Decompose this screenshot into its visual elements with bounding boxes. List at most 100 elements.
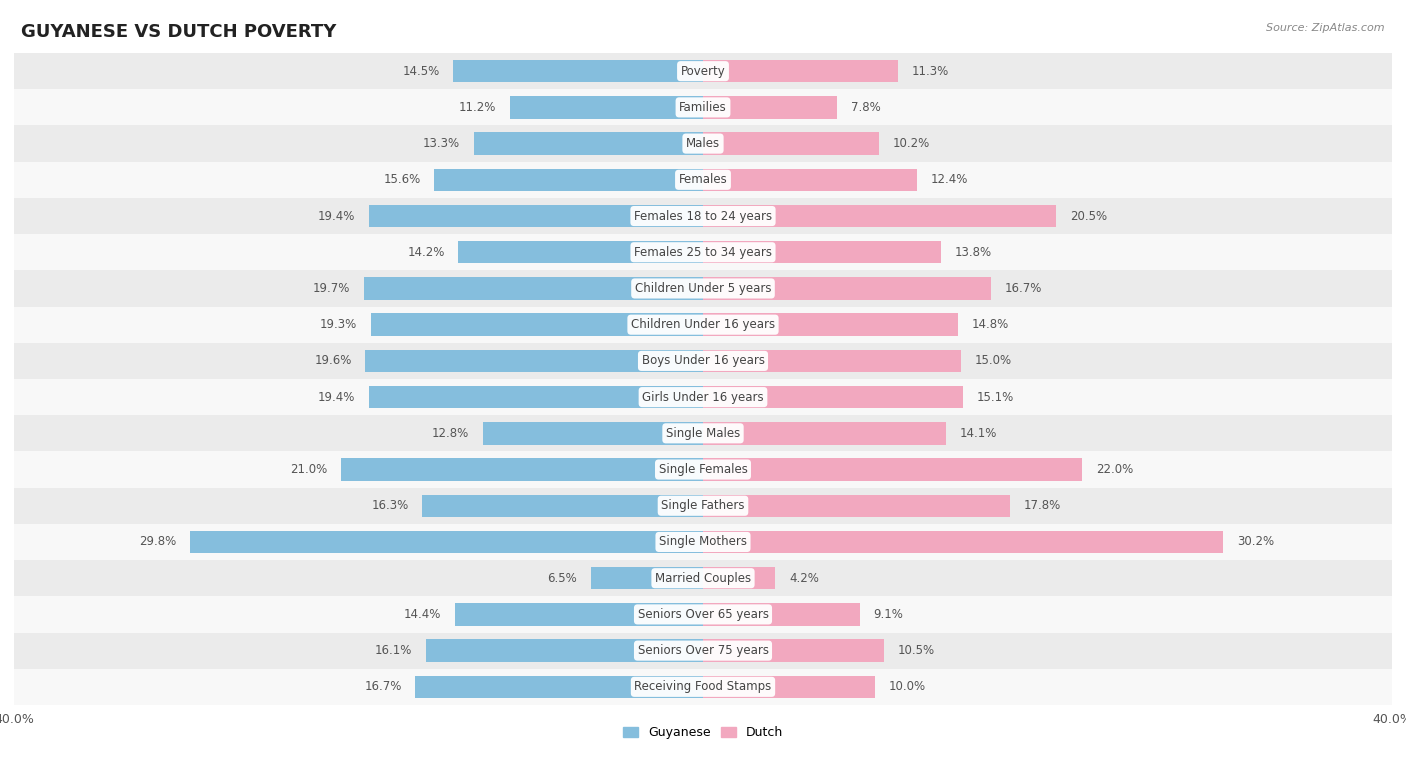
Bar [426, 640, 703, 662]
Bar [703, 314, 957, 336]
Text: 29.8%: 29.8% [139, 535, 176, 549]
Text: 12.4%: 12.4% [931, 174, 967, 186]
Text: 14.4%: 14.4% [404, 608, 441, 621]
Text: 13.8%: 13.8% [955, 246, 991, 258]
Bar [510, 96, 703, 118]
Legend: Guyanese, Dutch: Guyanese, Dutch [619, 722, 787, 744]
Bar [14, 306, 1392, 343]
Bar [14, 271, 1392, 306]
Text: 14.1%: 14.1% [960, 427, 997, 440]
Text: Families: Families [679, 101, 727, 114]
Text: Seniors Over 75 years: Seniors Over 75 years [637, 644, 769, 657]
Text: Single Males: Single Males [666, 427, 740, 440]
Text: 14.2%: 14.2% [408, 246, 444, 258]
Text: Source: ZipAtlas.com: Source: ZipAtlas.com [1267, 23, 1385, 33]
Bar [14, 343, 1392, 379]
Text: 19.7%: 19.7% [312, 282, 350, 295]
Text: Children Under 16 years: Children Under 16 years [631, 318, 775, 331]
Bar [342, 459, 703, 481]
Text: 14.8%: 14.8% [972, 318, 1010, 331]
Text: Males: Males [686, 137, 720, 150]
Bar [703, 422, 946, 444]
Text: Single Fathers: Single Fathers [661, 500, 745, 512]
Text: Receiving Food Stamps: Receiving Food Stamps [634, 681, 772, 694]
Bar [14, 597, 1392, 632]
Text: 12.8%: 12.8% [432, 427, 468, 440]
Bar [14, 379, 1392, 415]
Bar [703, 96, 838, 118]
Text: Children Under 5 years: Children Under 5 years [634, 282, 772, 295]
Text: 9.1%: 9.1% [873, 608, 904, 621]
Bar [703, 494, 1010, 517]
Text: 19.4%: 19.4% [318, 209, 356, 223]
Bar [368, 386, 703, 409]
Text: Girls Under 16 years: Girls Under 16 years [643, 390, 763, 403]
Bar [474, 133, 703, 155]
Bar [703, 133, 879, 155]
Bar [14, 161, 1392, 198]
Bar [14, 669, 1392, 705]
Bar [366, 349, 703, 372]
Bar [14, 415, 1392, 452]
Text: 7.8%: 7.8% [851, 101, 882, 114]
Bar [434, 168, 703, 191]
Text: Poverty: Poverty [681, 64, 725, 77]
Text: Seniors Over 65 years: Seniors Over 65 years [637, 608, 769, 621]
Text: 19.4%: 19.4% [318, 390, 356, 403]
Text: 15.0%: 15.0% [976, 355, 1012, 368]
Bar [14, 487, 1392, 524]
Text: 16.7%: 16.7% [1004, 282, 1042, 295]
Bar [14, 452, 1392, 487]
Text: 10.5%: 10.5% [897, 644, 935, 657]
Text: 19.3%: 19.3% [319, 318, 357, 331]
Text: 6.5%: 6.5% [547, 572, 578, 584]
Text: Single Mothers: Single Mothers [659, 535, 747, 549]
Bar [453, 60, 703, 83]
Bar [458, 241, 703, 264]
Bar [422, 494, 703, 517]
Text: 15.1%: 15.1% [977, 390, 1014, 403]
Bar [703, 277, 991, 299]
Text: 4.2%: 4.2% [789, 572, 818, 584]
Text: Single Females: Single Females [658, 463, 748, 476]
Text: Females 18 to 24 years: Females 18 to 24 years [634, 209, 772, 223]
Text: Married Couples: Married Couples [655, 572, 751, 584]
Text: 17.8%: 17.8% [1024, 500, 1060, 512]
Text: Females: Females [679, 174, 727, 186]
Bar [703, 168, 917, 191]
Bar [591, 567, 703, 590]
Text: 30.2%: 30.2% [1237, 535, 1274, 549]
Bar [703, 640, 884, 662]
Bar [703, 386, 963, 409]
Bar [14, 234, 1392, 271]
Text: Females 25 to 34 years: Females 25 to 34 years [634, 246, 772, 258]
Text: 11.2%: 11.2% [458, 101, 496, 114]
Bar [14, 53, 1392, 89]
Bar [364, 277, 703, 299]
Text: GUYANESE VS DUTCH POVERTY: GUYANESE VS DUTCH POVERTY [21, 23, 336, 41]
Bar [703, 205, 1056, 227]
Text: 10.2%: 10.2% [893, 137, 929, 150]
Bar [703, 241, 941, 264]
Bar [703, 675, 875, 698]
Text: Boys Under 16 years: Boys Under 16 years [641, 355, 765, 368]
Bar [14, 198, 1392, 234]
Bar [14, 632, 1392, 669]
Text: 21.0%: 21.0% [290, 463, 328, 476]
Bar [371, 314, 703, 336]
Bar [14, 89, 1392, 126]
Bar [14, 560, 1392, 597]
Bar [703, 349, 962, 372]
Text: 14.5%: 14.5% [402, 64, 440, 77]
Text: 16.1%: 16.1% [374, 644, 412, 657]
Text: 11.3%: 11.3% [911, 64, 949, 77]
Bar [368, 205, 703, 227]
Text: 15.6%: 15.6% [384, 174, 420, 186]
Text: 10.0%: 10.0% [889, 681, 927, 694]
Text: 20.5%: 20.5% [1070, 209, 1107, 223]
Bar [456, 603, 703, 625]
Bar [703, 531, 1223, 553]
Bar [703, 60, 897, 83]
Bar [703, 459, 1083, 481]
Text: 16.3%: 16.3% [371, 500, 409, 512]
